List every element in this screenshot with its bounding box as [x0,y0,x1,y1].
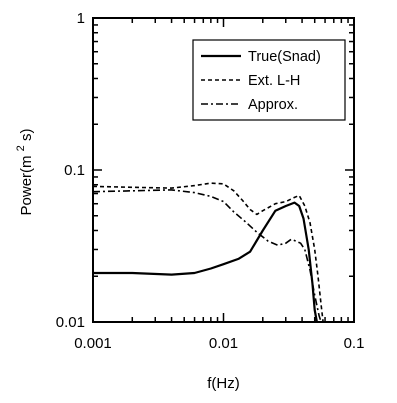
y-tick-label: 0.1 [64,162,85,179]
x-axis-label: f(Hz) [207,375,240,392]
y-axis-label-main: Power(m [18,155,35,215]
x-tick-label: 0.001 [74,335,112,352]
plot-area [92,182,324,323]
legend: True(Snad) Ext. L-H Approx. [192,39,346,121]
x-tick-label: 0.1 [344,335,365,352]
y-axis-label-exponent: 2 [15,145,27,151]
y-tick-label: 1 [77,10,85,27]
y-axis-label-tail: s) [18,129,35,142]
x-tick-label: 0.01 [209,335,238,352]
axes: 0.001 0.01 0.1 0.01 0.1 1 [56,10,365,352]
series-line-3 [92,189,322,323]
series-line-1 [93,201,318,323]
legend-label: Ext. L-H [248,73,300,89]
legend-label: Approx. [248,97,298,113]
y-tick-label: 0.01 [56,314,85,331]
y-axis-label: Power(m 2 s) [11,129,35,216]
legend-label: True(Snad) [248,49,321,65]
series-line-2 [92,182,324,323]
